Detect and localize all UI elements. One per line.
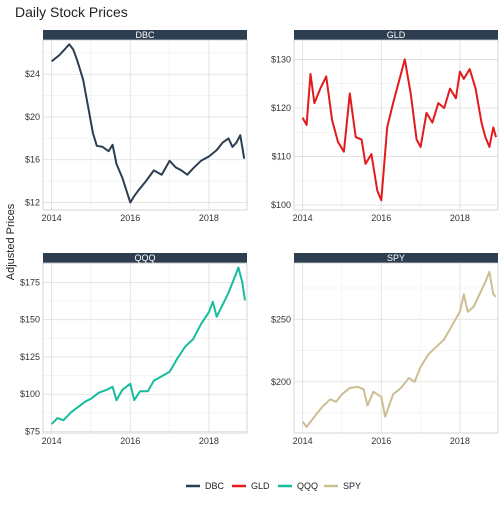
x-tick-label: 2016 <box>371 213 391 223</box>
x-tick-label: 2018 <box>450 213 470 223</box>
panel-border <box>42 262 248 434</box>
y-tick-label: $100 <box>271 200 291 210</box>
y-tick-label: $125 <box>20 352 40 362</box>
panel-background <box>43 263 247 433</box>
facet-qqq: QQQ $75 $100 $125 $150 $175 2014 2016 2018 <box>20 253 248 446</box>
panel-border <box>42 39 248 211</box>
x-tick-label: 2016 <box>120 213 140 223</box>
x-tick-label: 2016 <box>120 436 140 446</box>
x-tick-label: 2014 <box>293 436 313 446</box>
legend-label: QQQ <box>297 481 318 491</box>
legend-label: SPY <box>343 481 361 491</box>
y-tick-label: $120 <box>271 103 291 113</box>
minor-gridlines <box>43 40 247 210</box>
y-tick-label: $150 <box>20 315 40 325</box>
facet-strip <box>43 30 247 40</box>
panel-border <box>293 262 499 434</box>
legend-item-qqq: QQQ <box>278 481 318 491</box>
facet-strip <box>43 253 247 263</box>
x-tick-label: 2016 <box>371 436 391 446</box>
legend-label: DBC <box>205 481 225 491</box>
legend: DBC GLD QQQ SPY <box>186 481 361 491</box>
x-tick-label: 2014 <box>42 436 62 446</box>
y-tick-label: $200 <box>271 377 291 387</box>
legend-item-spy: SPY <box>324 481 361 491</box>
facet-strip-label: SPY <box>387 253 405 263</box>
y-tick-label: $250 <box>271 314 291 324</box>
facet-strip <box>294 30 498 40</box>
legend-label: GLD <box>251 481 270 491</box>
legend-item-dbc: DBC <box>186 481 225 491</box>
y-tick-label: $16 <box>25 155 40 165</box>
facet-gld: GLD $100 $110 $120 $130 2014 2016 2018 <box>271 30 499 223</box>
x-tick-label: 2018 <box>450 436 470 446</box>
x-tick-label: 2018 <box>199 213 219 223</box>
facet-strip-label: QQQ <box>134 253 155 263</box>
y-tick-label: $12 <box>25 198 40 208</box>
series-line-dbc <box>50 43 246 204</box>
series-line-spy <box>301 270 497 428</box>
series-line-gld <box>301 58 497 202</box>
facet-strip-label: GLD <box>387 30 406 40</box>
facet-dbc: DBC $12 $16 $20 $24 2014 2016 2018 <box>25 30 248 223</box>
minor-gridlines <box>43 263 247 433</box>
series-line-qqq <box>50 266 246 425</box>
panel-border <box>293 39 499 211</box>
facet-spy: SPY $200 $250 2014 2016 2018 <box>271 253 499 446</box>
x-tick-label: 2014 <box>293 213 313 223</box>
y-tick-label: $130 <box>271 54 291 64</box>
panel-background <box>43 40 247 210</box>
chart-title: Daily Stock Prices <box>15 4 128 20</box>
y-tick-label: $75 <box>25 427 40 437</box>
minor-gridlines <box>294 263 498 433</box>
y-tick-label: $24 <box>25 69 40 79</box>
facet-panels: DBC $12 $16 $20 $24 2014 2016 2018 GLD $100 $110 $1… <box>20 30 499 446</box>
facet-strip-label: DBC <box>135 30 155 40</box>
panel-background <box>294 40 498 210</box>
legend-item-gld: GLD <box>232 481 270 491</box>
y-tick-label: $110 <box>272 152 291 162</box>
facet-strip <box>294 253 498 263</box>
x-tick-label: 2018 <box>199 436 219 446</box>
y-tick-label: $175 <box>20 277 40 287</box>
y-tick-label: $20 <box>25 112 40 122</box>
y-tick-label: $100 <box>20 389 40 399</box>
panel-background <box>294 263 498 433</box>
y-axis-label: Adjusted Prices <box>5 203 17 280</box>
x-tick-label: 2014 <box>42 213 62 223</box>
